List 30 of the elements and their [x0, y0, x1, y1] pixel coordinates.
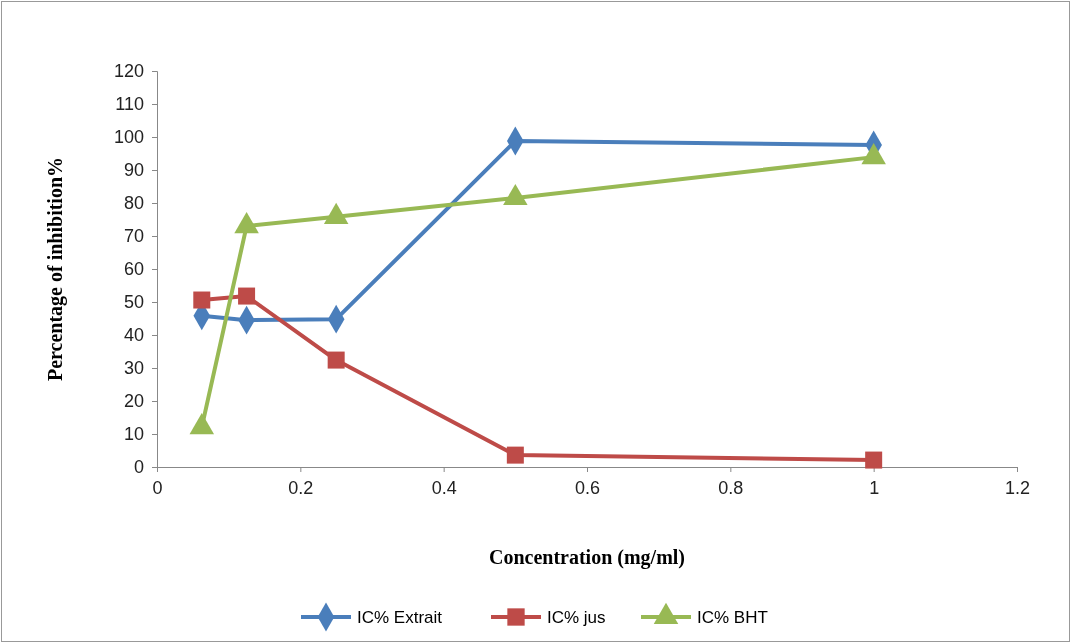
x-tick-label: 0.4: [431, 477, 457, 498]
y-tick-label: 110: [115, 94, 144, 115]
y-tick-label: 20: [123, 391, 144, 412]
y-tick-label: 40: [123, 325, 144, 346]
y-tick-label: 90: [123, 160, 144, 181]
y-tick-label: 50: [123, 292, 144, 313]
point: [238, 287, 256, 305]
y-tick-label: 70: [123, 226, 144, 247]
x-tick-label: 1: [869, 477, 880, 498]
x-tick-label: 1.2: [1004, 477, 1031, 498]
y-tick-label: 0: [133, 457, 144, 478]
y-tick-label: 120: [113, 61, 144, 82]
y-axis-title: Percentage of inhibition%: [44, 156, 67, 382]
x-tick-label: 0: [152, 477, 163, 498]
point: [865, 451, 883, 469]
y-tick-label: 80: [123, 193, 144, 214]
point: [327, 351, 345, 369]
legend-label: IC% BHT: [697, 608, 768, 627]
x-tick-label: 0.6: [574, 477, 601, 498]
y-tick-label: 30: [123, 358, 144, 379]
y-tick-label: 10: [123, 424, 144, 445]
legend-label: IC% Extrait: [357, 608, 443, 627]
y-tick-label: 60: [123, 259, 144, 280]
legend-label: IC% jus: [547, 608, 606, 627]
x-tick-label: 0.8: [718, 477, 744, 498]
x-axis-title: Concentration (mg/ml): [488, 546, 686, 569]
y-tick-label: 100: [113, 127, 144, 148]
x-tick-label: 0.2: [288, 477, 314, 498]
point: [506, 446, 524, 464]
point: [193, 291, 211, 309]
